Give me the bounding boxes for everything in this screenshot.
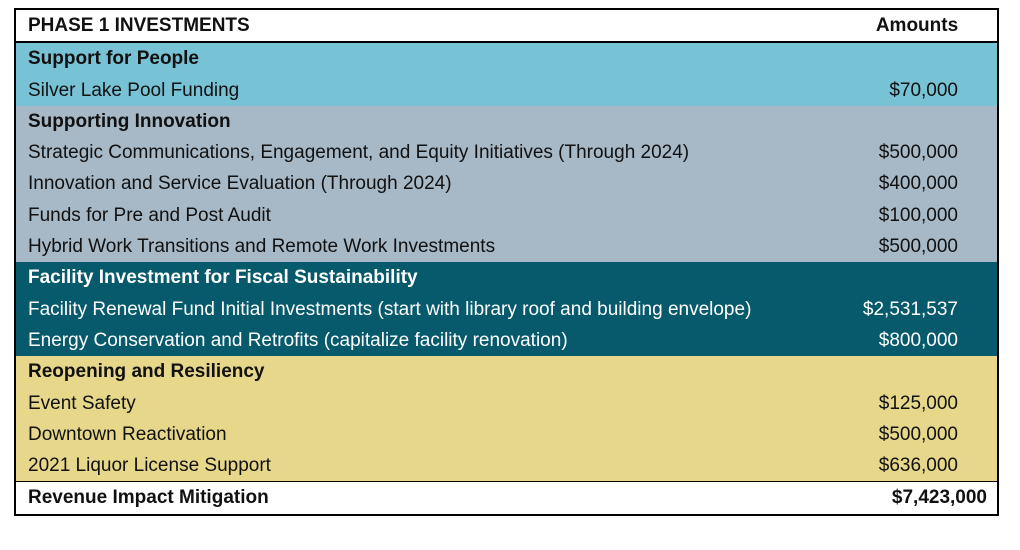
item-row: Facility Renewal Fund Initial Investment… bbox=[16, 294, 997, 325]
section-header: Facility Investment for Fiscal Sustainab… bbox=[16, 262, 997, 293]
item-amount: $800,000 bbox=[878, 329, 958, 351]
item-label: Innovation and Service Evaluation (Throu… bbox=[28, 173, 452, 195]
section-header: Supporting Innovation bbox=[16, 106, 997, 137]
section: Supporting Innovation Strategic Communica… bbox=[16, 105, 997, 263]
item-row: Innovation and Service Evaluation (Throu… bbox=[16, 168, 997, 199]
item-amount: $2,531,537 bbox=[862, 298, 958, 320]
section-header: Reopening and Resiliency bbox=[16, 356, 997, 387]
section: Support for People Silver Lake Pool Fundi… bbox=[16, 43, 997, 106]
item-amount: $100,000 bbox=[878, 204, 958, 226]
item-label: 2021 Liquor License Support bbox=[28, 455, 271, 477]
header-title: PHASE 1 INVESTMENTS bbox=[28, 15, 250, 36]
item-amount: $125,000 bbox=[878, 392, 958, 414]
section-title: Facility Investment for Fiscal Sustainab… bbox=[28, 267, 418, 289]
header-amounts: Amounts bbox=[875, 15, 959, 36]
item-row: Silver Lake Pool Funding $70,000 bbox=[16, 75, 997, 106]
item-label: Energy Conservation and Retrofits (capit… bbox=[28, 329, 568, 351]
item-label: Silver Lake Pool Funding bbox=[28, 79, 240, 101]
item-amount: $636,000 bbox=[878, 455, 958, 477]
section: Reopening and Resiliency Event Safety $125… bbox=[16, 356, 997, 482]
item-row: Funds for Pre and Post Audit $100,000 bbox=[16, 200, 997, 231]
item-amount: $70,000 bbox=[889, 79, 958, 101]
item-label: Strategic Communications, Engagement, an… bbox=[28, 142, 690, 164]
total-amount: $7,423,000 bbox=[891, 487, 987, 509]
investment-table: PHASE 1 INVESTMENTS Amounts Support for … bbox=[14, 8, 999, 516]
section-title: Supporting Innovation bbox=[28, 110, 231, 132]
section-title: Support for People bbox=[28, 48, 199, 70]
item-row: Downtown Reactivation $500,000 bbox=[16, 419, 997, 450]
header-row: PHASE 1 INVESTMENTS Amounts bbox=[16, 10, 997, 44]
table-body: Support for People Silver Lake Pool Fundi… bbox=[16, 43, 997, 482]
section-header: Support for People bbox=[16, 43, 997, 74]
item-label: Event Safety bbox=[28, 392, 136, 414]
item-row: Hybrid Work Transitions and Remote Work … bbox=[16, 231, 997, 262]
item-label: Funds for Pre and Post Audit bbox=[28, 204, 271, 226]
item-label: Downtown Reactivation bbox=[28, 423, 227, 445]
item-amount: $500,000 bbox=[878, 236, 958, 258]
total-label: Revenue Impact Mitigation bbox=[28, 487, 269, 509]
item-amount: $500,000 bbox=[878, 423, 958, 445]
section-title: Reopening and Resiliency bbox=[28, 361, 265, 383]
item-label: Facility Renewal Fund Initial Investment… bbox=[28, 298, 752, 320]
total-row: Revenue Impact Mitigation $7,423,000 bbox=[16, 481, 997, 513]
item-amount: $400,000 bbox=[878, 173, 958, 195]
item-row: 2021 Liquor License Support $636,000 bbox=[16, 450, 997, 481]
item-row: Strategic Communications, Engagement, an… bbox=[16, 137, 997, 168]
item-row: Event Safety $125,000 bbox=[16, 388, 997, 419]
section: Facility Investment for Fiscal Sustainab… bbox=[16, 262, 997, 357]
item-amount: $500,000 bbox=[878, 142, 958, 164]
item-label: Hybrid Work Transitions and Remote Work … bbox=[28, 236, 496, 258]
item-row: Energy Conservation and Retrofits (capit… bbox=[16, 325, 997, 356]
